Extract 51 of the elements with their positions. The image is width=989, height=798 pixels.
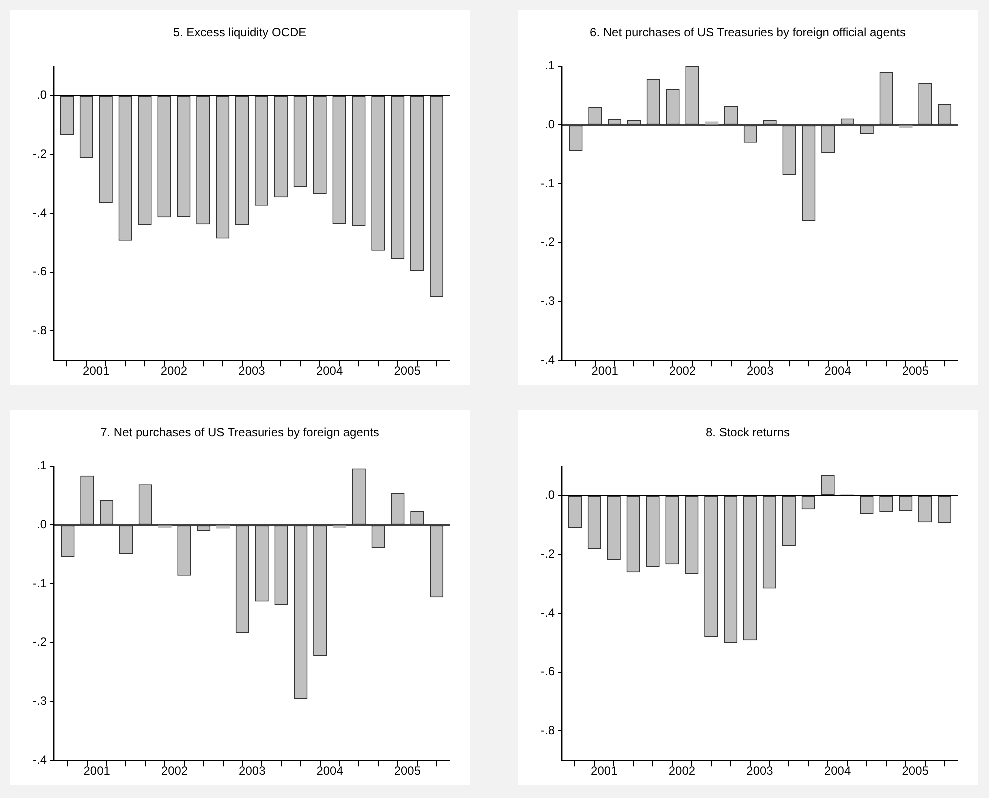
x-tick-label: 2003	[238, 364, 266, 378]
y-tick-label: -.2	[540, 546, 556, 561]
x-tick-label: 2005	[394, 764, 422, 778]
x-tick-label: 2004	[824, 364, 852, 378]
x-tick-label: 2003	[747, 364, 774, 378]
y-tick-label: -.2	[540, 235, 556, 250]
bar	[216, 526, 230, 529]
bar	[332, 526, 347, 528]
chart-title: 8. Stock returns	[706, 426, 790, 440]
x-tick-label: 2001	[84, 764, 111, 778]
y-tick-label: .0	[544, 488, 556, 502]
x-tick-label: 2001	[591, 764, 618, 778]
y-tick-label: -.4	[540, 606, 556, 620]
y-tick-label: -.1	[32, 576, 48, 590]
x-tick-label: 2002	[669, 364, 696, 378]
x-tick-label: 2002	[668, 764, 696, 778]
x-tick-label: 2003	[746, 764, 774, 778]
x-tick-label: 2001	[83, 364, 110, 378]
bar	[705, 122, 719, 125]
chart-title: 6. Net purchases of US Treasuries by foreign official agents	[590, 26, 906, 40]
y-tick-label: -.3	[32, 694, 48, 708]
chart-title: 7. Net purchases of US Treasuries by foreign agents	[100, 426, 380, 440]
y-tick-label: -.6	[540, 664, 556, 679]
x-tick-label: 2005	[394, 364, 422, 378]
y-tick-label: .1	[36, 458, 48, 473]
y-tick-label: -.2	[32, 635, 48, 650]
x-tick-label: 2003	[239, 764, 266, 778]
x-tick-label: 2002	[160, 364, 188, 378]
y-tick-label: -.8	[540, 723, 556, 738]
y-tick-label: -.4	[540, 352, 556, 367]
chart-title: 5. Excess liquidity OCDE	[173, 26, 307, 40]
x-tick-label: 2004	[824, 764, 852, 778]
bar	[158, 526, 172, 528]
x-tick-label: 2004	[316, 364, 344, 378]
y-tick-label: -.3	[540, 294, 556, 308]
y-tick-label: -.4	[32, 206, 48, 220]
y-tick-label: .1	[544, 58, 556, 73]
y-tick-label: .0	[544, 118, 556, 132]
x-tick-label: 2005	[902, 764, 930, 778]
y-tick-label: -.4	[32, 752, 48, 767]
x-tick-label: 2005	[902, 364, 930, 378]
y-tick-label: -.6	[32, 264, 48, 279]
y-tick-label: -.8	[32, 323, 48, 338]
y-tick-label: .0	[36, 518, 48, 532]
x-tick-label: 2001	[592, 364, 619, 378]
y-tick-label: .0	[36, 88, 48, 102]
bar	[899, 126, 913, 128]
x-tick-label: 2004	[316, 764, 344, 778]
y-tick-label: -.2	[32, 146, 48, 161]
y-tick-label: -.1	[540, 176, 556, 190]
x-tick-label: 2002	[161, 764, 188, 778]
